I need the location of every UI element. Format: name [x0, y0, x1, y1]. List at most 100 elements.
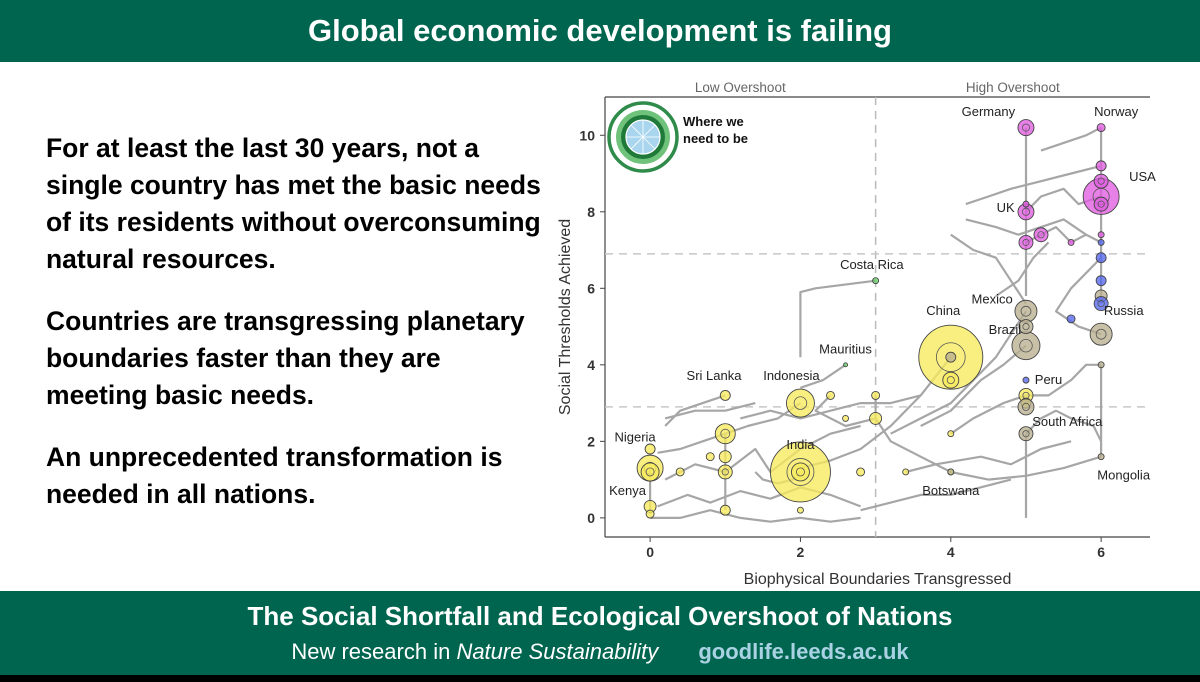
- data-point-core: [721, 468, 729, 476]
- data-point: [856, 467, 866, 477]
- data-point-core: [1021, 402, 1030, 411]
- country-label: Costa Rica: [840, 257, 904, 272]
- data-point: [645, 509, 655, 519]
- data-point: [1089, 322, 1113, 346]
- trajectory-line: [664, 394, 726, 427]
- data-point-core: [793, 396, 808, 410]
- data-point-core: [946, 376, 955, 385]
- country-label: Germany: [962, 104, 1016, 119]
- data-point: [1097, 453, 1105, 461]
- data-point: [1018, 319, 1034, 335]
- data-point: [719, 504, 731, 516]
- data-point: [644, 443, 656, 455]
- data-point: [1095, 252, 1107, 264]
- country-label: Kenya: [609, 483, 647, 498]
- data-point-core: [645, 467, 655, 477]
- data-point: [675, 467, 685, 477]
- y-tick-label: 10: [579, 127, 595, 143]
- country-label: South Africa: [1032, 414, 1103, 429]
- message-paragraph-2: Countries are transgressing planetary bo…: [46, 306, 525, 410]
- trajectory-line: [664, 402, 756, 420]
- trajectory-line: [920, 344, 1027, 427]
- footer-url-link[interactable]: goodlife.leeds.ac.uk: [698, 639, 909, 664]
- country-label: Norway: [1094, 104, 1139, 119]
- data-point: [785, 388, 815, 418]
- page-title: Global economic development is failing: [308, 13, 892, 48]
- data-point-core: [1020, 305, 1032, 317]
- y-tick-label: 8: [587, 204, 595, 220]
- data-point: [796, 506, 804, 514]
- trajectory-line: [799, 279, 876, 358]
- data-point: [869, 411, 883, 425]
- trajectory-line: [1025, 409, 1103, 442]
- trajectory-line: [1026, 363, 1102, 397]
- trajectory-line: [800, 363, 847, 389]
- y-tick-label: 4: [587, 357, 595, 373]
- data-point: [1095, 160, 1107, 172]
- data-point: [843, 362, 849, 368]
- y-axis-label: Social Thresholds Achieved: [557, 219, 574, 415]
- data-point: [1097, 238, 1105, 246]
- data-point-core: [1097, 200, 1105, 208]
- trajectory-line: [1054, 256, 1102, 336]
- country-label: Nigeria: [614, 429, 656, 444]
- data-point: [1066, 314, 1076, 324]
- data-point: [1093, 296, 1109, 312]
- data-point: [1097, 231, 1105, 239]
- data-point: [705, 452, 715, 462]
- country-label: Brazil: [989, 322, 1022, 337]
- data-point: [902, 468, 910, 476]
- country-label: Peru: [1035, 372, 1062, 387]
- data-point: [842, 414, 850, 422]
- data-point: [1067, 238, 1075, 246]
- data-point: [942, 371, 960, 389]
- x-tick-label: 2: [797, 544, 805, 560]
- trajectory-line: [1040, 126, 1102, 152]
- country-label: Sri Lanka: [687, 368, 743, 383]
- trajectory-line: [650, 509, 861, 523]
- footer-prefix: New research in: [291, 639, 451, 664]
- data-point-core: [1022, 238, 1030, 246]
- footer-journal: Nature Sustainability: [456, 639, 659, 664]
- data-point-core: [1097, 177, 1105, 185]
- data-point: [1096, 123, 1106, 133]
- trajectory-line: [950, 233, 1027, 305]
- data-point-core: [1022, 323, 1030, 331]
- data-point: [1095, 275, 1107, 287]
- country-label: Mongolia: [1097, 468, 1151, 483]
- data-point: [1093, 196, 1109, 212]
- x-axis-label: Biophysical Boundaries Transgressed: [744, 571, 1012, 588]
- trajectory-line: [874, 395, 952, 473]
- region-label-high: High Overshoot: [966, 80, 1060, 95]
- data-point: [714, 423, 736, 445]
- data-point: [1017, 119, 1035, 137]
- country-label: China: [926, 303, 961, 318]
- data-point: [717, 464, 733, 480]
- data-point: [640, 462, 660, 482]
- header-banner: Global economic development is failing: [0, 0, 1200, 62]
- data-point-core: [1095, 328, 1107, 340]
- country-label: Mexico: [972, 292, 1013, 307]
- trajectory-line: [965, 218, 1087, 236]
- data-point-core: [1019, 338, 1033, 353]
- country-label: Botswana: [922, 483, 980, 498]
- trajectory-line: [664, 424, 861, 481]
- y-tick-label: 6: [587, 280, 595, 296]
- legend-target-spoke: [642, 136, 656, 150]
- x-tick-label: 0: [646, 544, 654, 560]
- x-tick-label: 4: [947, 544, 955, 560]
- legend-target-spoke: [630, 136, 644, 150]
- data-point: [718, 450, 732, 464]
- data-point: [790, 462, 810, 482]
- data-point: [945, 351, 957, 363]
- country-label: Russia: [1104, 303, 1145, 318]
- trajectory-line: [965, 164, 1102, 206]
- trajectory-line: [905, 440, 1072, 474]
- data-point: [1093, 173, 1109, 189]
- trajectory-line: [740, 394, 921, 420]
- data-point: [1018, 426, 1034, 442]
- trajectory-line: [995, 241, 1050, 297]
- footer-title: The Social Shortfall and Ecological Over…: [247, 601, 953, 631]
- footer-subtitle: New research in Nature Sustainability go…: [0, 639, 1200, 665]
- data-point-core: [1097, 300, 1105, 308]
